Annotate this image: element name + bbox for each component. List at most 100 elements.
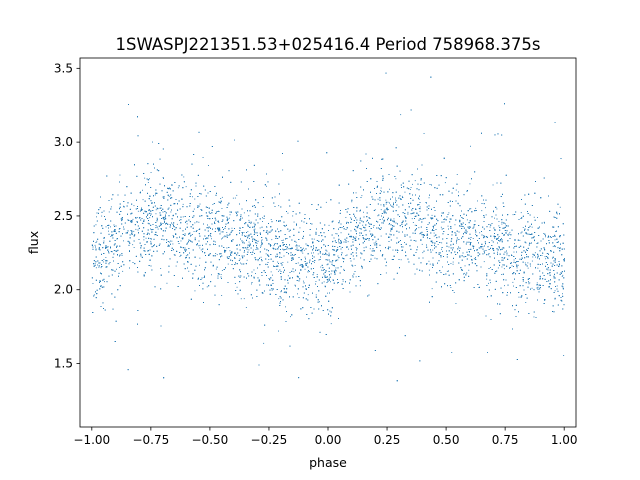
data-point [361, 195, 363, 197]
data-point [180, 240, 182, 242]
data-point [110, 236, 112, 237]
data-point [431, 288, 433, 290]
data-point [279, 253, 281, 255]
data-point [398, 206, 400, 208]
data-point [211, 274, 212, 276]
data-point [253, 222, 255, 224]
data-point [271, 239, 273, 241]
data-point [452, 263, 454, 265]
data-point [347, 241, 349, 243]
data-point [498, 221, 500, 222]
data-point [537, 267, 539, 269]
data-point [221, 238, 222, 240]
data-point [485, 214, 487, 216]
data-point [135, 228, 137, 230]
data-point [554, 239, 556, 241]
data-point [543, 221, 545, 223]
data-point [225, 236, 227, 238]
data-point [281, 257, 283, 258]
data-point [278, 330, 279, 332]
data-point [387, 201, 389, 203]
data-point [389, 188, 390, 190]
data-point [543, 233, 545, 234]
data-point [294, 284, 296, 286]
data-point [326, 264, 328, 266]
data-point [282, 169, 284, 171]
data-point [545, 235, 546, 236]
data-point [142, 189, 143, 191]
data-point [208, 165, 209, 166]
data-point [97, 264, 98, 266]
data-point [423, 133, 425, 134]
data-point [185, 186, 187, 188]
data-point [500, 239, 501, 241]
data-point [236, 286, 238, 288]
data-point [426, 264, 428, 265]
data-point [282, 248, 284, 250]
data-point [541, 255, 543, 256]
data-point [470, 145, 471, 147]
data-point [306, 276, 307, 278]
data-point [329, 310, 331, 312]
data-point [175, 265, 177, 267]
data-point [194, 222, 196, 224]
data-point [123, 240, 124, 242]
data-point [94, 244, 96, 246]
data-point [505, 233, 507, 234]
data-point [423, 234, 425, 236]
data-point [259, 227, 261, 229]
data-point [330, 281, 331, 283]
data-point [236, 194, 238, 196]
data-point [118, 228, 120, 230]
data-point [545, 236, 546, 238]
data-point [248, 249, 250, 251]
data-point [150, 240, 152, 242]
data-point [144, 177, 146, 179]
data-point [452, 247, 454, 248]
data-point [263, 342, 265, 344]
data-point [92, 283, 94, 284]
data-point [369, 230, 371, 232]
data-point [299, 227, 301, 229]
data-point [143, 239, 145, 241]
data-point [221, 196, 223, 198]
data-point [102, 261, 104, 263]
data-point [234, 139, 235, 141]
data-point [354, 229, 356, 231]
data-point [121, 255, 123, 256]
data-point [150, 238, 152, 240]
data-point [481, 210, 483, 212]
data-point [502, 259, 504, 261]
data-point [385, 203, 387, 205]
data-point [538, 227, 540, 229]
data-point [193, 208, 195, 210]
data-point [119, 174, 121, 176]
data-point [395, 199, 396, 201]
data-point [147, 232, 148, 234]
data-point [324, 285, 326, 287]
data-point [257, 260, 259, 262]
data-point [351, 201, 353, 203]
data-point [262, 221, 263, 222]
data-point [243, 298, 245, 300]
data-point [150, 228, 151, 230]
data-point [287, 261, 289, 263]
data-point [198, 245, 200, 247]
data-point [545, 258, 547, 260]
data-point [229, 250, 231, 252]
data-point [105, 257, 107, 258]
data-point [531, 260, 533, 262]
data-point [154, 194, 156, 196]
data-point [440, 226, 442, 228]
data-point [319, 301, 320, 303]
data-point [533, 254, 535, 256]
data-point [94, 263, 96, 264]
data-point [287, 275, 289, 277]
data-point [248, 219, 250, 221]
data-point [150, 215, 151, 216]
data-point [380, 227, 382, 229]
data-point [103, 259, 105, 260]
data-point [253, 269, 255, 271]
data-point [212, 204, 214, 205]
data-point [505, 223, 506, 225]
